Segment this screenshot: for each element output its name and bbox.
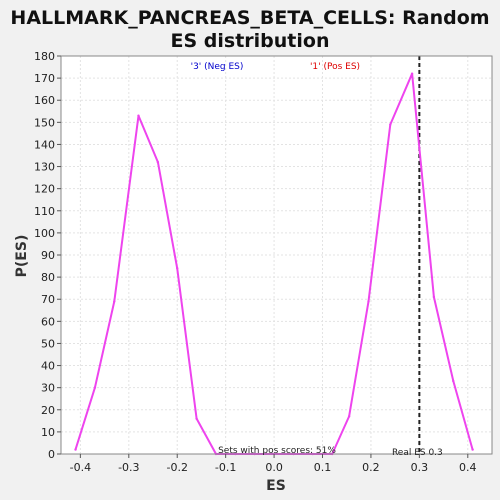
data-point	[156, 160, 160, 164]
y-tick-label: 160	[34, 94, 55, 107]
data-point	[113, 300, 116, 303]
real-es-label: Real ES 0.3	[392, 448, 443, 458]
data-point	[389, 123, 392, 126]
x-axis-ticks: -0.4 -0.3 -0.2 -0.1 0.0 0.1 0.2 0.3 0.4	[70, 454, 477, 474]
x-tick-label: -0.4	[70, 461, 91, 474]
y-tick-label: 20	[41, 404, 55, 417]
x-axis-label: ES	[266, 478, 286, 494]
x-tick-label: 0.0	[265, 461, 283, 474]
x-tick-label: -0.2	[166, 461, 187, 474]
y-tick-label: 80	[41, 271, 55, 284]
x-tick-label: 0.3	[411, 461, 429, 474]
y-tick-label: 100	[34, 227, 55, 240]
legend-pos-es: '1' (Pos ES)	[310, 62, 360, 72]
y-tick-label: 130	[34, 161, 55, 174]
data-point	[137, 114, 140, 117]
data-point	[410, 72, 414, 75]
y-tick-label: 120	[34, 183, 55, 196]
data-point	[432, 295, 436, 299]
y-tick-label: 70	[41, 293, 55, 306]
y-tick-label: 170	[34, 72, 55, 85]
x-tick-label: -0.1	[215, 461, 236, 474]
y-tick-label: 10	[41, 426, 55, 439]
data-point	[176, 267, 179, 270]
data-point	[347, 415, 351, 418]
chart-title-line-2: ES distribution	[171, 30, 330, 52]
data-point	[74, 448, 77, 451]
data-point	[471, 448, 474, 451]
chart-title-line-1: HALLMARK_PANCREAS_BETA_CELLS: Random	[10, 7, 489, 29]
data-point	[452, 379, 455, 383]
legend-neg-es: '3' (Neg ES)	[191, 62, 244, 72]
y-axis-ticks: 0 10 20 30 40 50 60 70 80 90 100 110 120 130 140 150 160…	[34, 50, 61, 461]
y-tick-label: 50	[41, 337, 55, 350]
y-tick-label: 90	[41, 249, 55, 262]
y-tick-label: 60	[41, 315, 55, 328]
data-point	[93, 386, 97, 389]
data-point	[367, 300, 370, 303]
x-tick-label: 0.4	[459, 461, 477, 474]
x-tick-label: 0.1	[314, 461, 332, 474]
y-tick-label: 110	[34, 205, 55, 218]
y-tick-label: 140	[34, 138, 55, 151]
data-point	[195, 417, 198, 420]
pos-scores-annotation: Sets with pos scores: 51%	[218, 446, 336, 456]
y-tick-label: 0	[48, 448, 55, 461]
x-tick-label: -0.3	[118, 461, 139, 474]
y-axis-label: P(ES)	[14, 235, 30, 278]
y-tick-label: 150	[34, 116, 55, 129]
y-tick-label: 180	[34, 50, 55, 63]
x-tick-label: 0.2	[362, 461, 380, 474]
y-tick-label: 40	[41, 360, 55, 373]
y-tick-label: 30	[41, 382, 55, 395]
